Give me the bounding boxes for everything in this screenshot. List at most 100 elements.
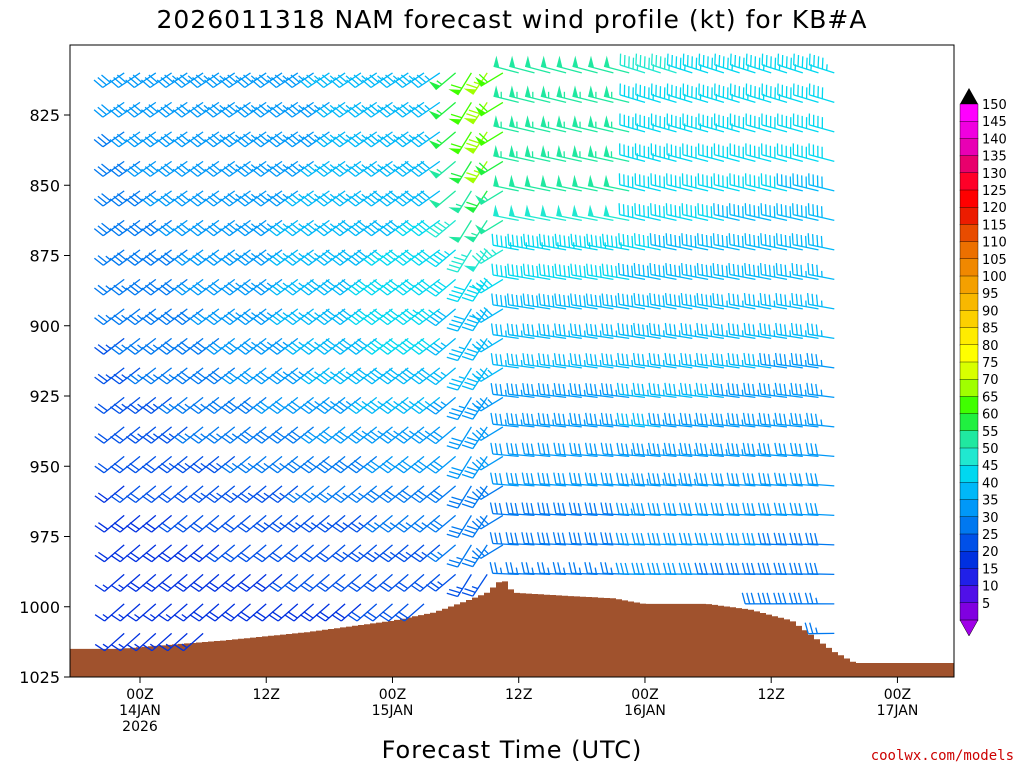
wind-barb xyxy=(743,322,772,340)
wind-barb xyxy=(235,131,267,148)
wind-barb xyxy=(409,308,441,326)
wind-barb xyxy=(428,72,457,91)
wind-barb xyxy=(696,322,725,340)
wind-barb xyxy=(792,143,819,163)
wind-barb xyxy=(125,72,157,89)
wind-barb xyxy=(524,145,551,163)
wind-barb xyxy=(618,233,646,251)
wind-barb xyxy=(299,544,330,563)
colorbar-label: 115 xyxy=(982,218,1007,233)
wind-barb xyxy=(394,455,425,474)
wind-barb xyxy=(681,203,709,222)
wind-barb xyxy=(141,219,172,237)
wind-barb xyxy=(538,293,567,310)
wind-barb xyxy=(568,502,598,517)
wind-barb xyxy=(220,219,251,237)
wind-barb xyxy=(806,382,835,399)
wind-barb xyxy=(521,472,551,487)
wind-barb xyxy=(649,293,677,310)
wind-barb xyxy=(522,323,551,340)
wind-barb xyxy=(299,396,330,415)
wind-barb xyxy=(471,514,504,530)
wind-barb xyxy=(126,603,157,622)
wind-barb xyxy=(489,562,519,576)
wind-barb xyxy=(378,337,409,355)
wind-barb xyxy=(553,442,582,458)
wind-barb xyxy=(409,249,441,266)
wind-barb xyxy=(109,219,141,237)
wind-barb xyxy=(698,53,725,74)
wind-barb xyxy=(393,278,425,296)
wind-barb xyxy=(362,544,393,563)
wind-barb xyxy=(251,72,283,89)
wind-barb xyxy=(632,382,661,399)
colorbar-swatch xyxy=(959,138,979,157)
wind-barb xyxy=(758,382,788,399)
wind-barb xyxy=(283,455,315,474)
wind-barb xyxy=(711,352,740,369)
wind-barb xyxy=(188,190,220,207)
wind-barb xyxy=(601,323,630,340)
wind-barb xyxy=(409,190,441,207)
wind-barb xyxy=(694,562,724,576)
wind-barb xyxy=(758,442,788,458)
wind-barb xyxy=(315,514,346,533)
wind-barb xyxy=(94,396,125,415)
colorbar-swatch xyxy=(959,465,979,484)
wind-barb xyxy=(330,367,362,385)
wind-barb xyxy=(631,472,661,487)
wind-barb xyxy=(698,113,725,133)
wind-barb xyxy=(235,219,267,237)
wind-barb xyxy=(789,532,819,546)
wind-barb xyxy=(378,426,409,444)
wind-barb xyxy=(204,278,236,296)
wind-barb xyxy=(173,455,204,474)
wind-barb xyxy=(679,472,709,487)
wind-barb xyxy=(651,53,677,74)
wind-barb xyxy=(569,442,598,458)
wind-barb xyxy=(601,233,630,251)
wind-barb xyxy=(524,85,551,104)
wind-barb xyxy=(378,514,409,533)
wind-barb xyxy=(650,203,677,222)
wind-barb xyxy=(425,426,457,445)
wind-barb xyxy=(346,101,378,118)
wind-barb xyxy=(362,278,393,296)
wind-barb xyxy=(493,115,519,133)
wind-barb xyxy=(587,174,614,192)
wind-barb xyxy=(331,573,362,592)
wind-barb xyxy=(188,278,220,296)
wind-barb xyxy=(807,233,835,251)
wind-barb xyxy=(267,72,299,89)
wind-barb xyxy=(808,143,835,163)
wind-barb xyxy=(110,367,141,385)
wind-barb xyxy=(773,472,803,487)
wind-barb xyxy=(378,308,409,326)
wind-barb xyxy=(188,308,220,326)
wind-barb xyxy=(729,173,756,192)
wind-barb xyxy=(461,515,488,538)
wind-barb xyxy=(299,308,330,326)
wind-barb xyxy=(745,83,772,104)
x-tick-label: 00Z xyxy=(379,687,406,703)
wind-barb xyxy=(394,396,425,415)
wind-barb xyxy=(220,190,251,207)
wind-barb xyxy=(251,308,283,326)
wind-barb xyxy=(727,412,756,428)
wind-barb xyxy=(126,485,157,504)
wind-barb xyxy=(713,113,740,133)
wind-barb xyxy=(220,455,251,474)
wind-barb xyxy=(714,83,740,104)
wind-barb xyxy=(425,573,457,592)
wind-barb xyxy=(236,485,267,504)
wind-barb xyxy=(509,55,535,74)
wind-barb xyxy=(377,72,409,89)
wind-barb xyxy=(806,352,835,369)
wind-barb xyxy=(126,544,157,563)
wind-barb xyxy=(556,145,582,163)
wind-barb xyxy=(757,502,788,517)
wind-barb xyxy=(448,220,472,243)
wind-barb xyxy=(283,278,314,296)
wind-barb xyxy=(681,173,709,192)
wind-barb xyxy=(93,131,125,148)
